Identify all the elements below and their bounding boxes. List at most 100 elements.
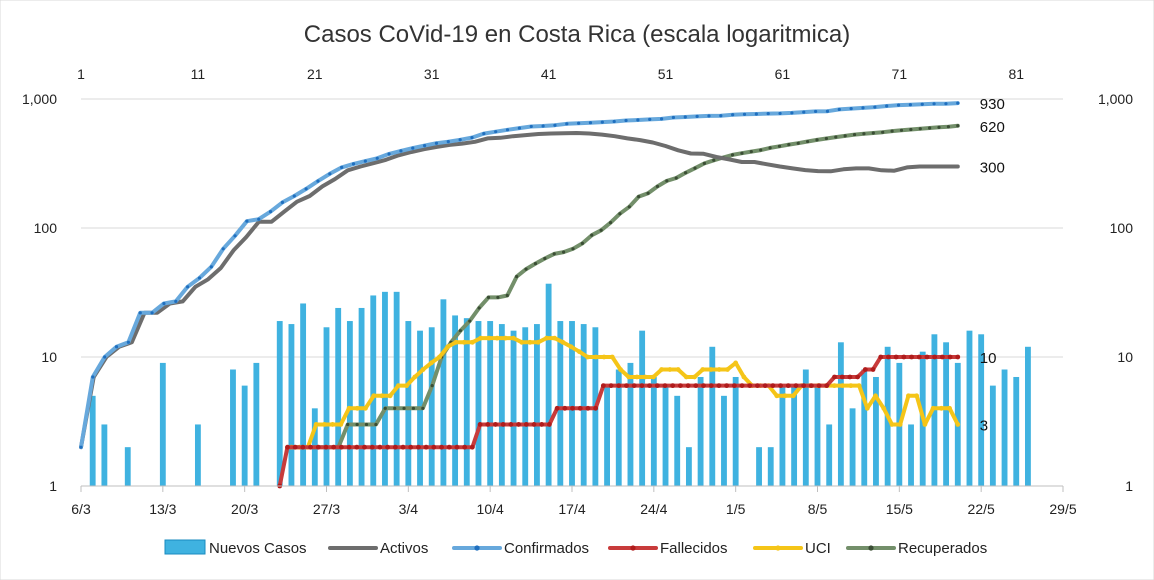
legend: Nuevos Casos Activos Confirmados Fallecidos… — [164, 539, 987, 557]
point-confirmados — [825, 109, 830, 113]
bar-nuevos-casos — [650, 376, 657, 486]
point-recuperados — [637, 195, 641, 199]
point-recuperados — [815, 138, 819, 142]
legend-label-fallecidos: Fallecidos — [660, 540, 728, 557]
point-confirmados — [695, 114, 699, 119]
bar-nuevos-casos — [849, 408, 856, 486]
point-fallecidos — [670, 383, 676, 389]
point-fallecidos — [369, 444, 375, 450]
point-uci — [930, 405, 936, 411]
point-confirmados — [529, 124, 533, 129]
point-fallecidos — [909, 354, 914, 360]
point-uci — [922, 422, 928, 427]
point-confirmados — [221, 247, 225, 251]
point-uci — [848, 383, 854, 389]
point-uci — [371, 393, 377, 399]
point-fallecidos — [755, 383, 760, 389]
point-recuperados — [355, 422, 359, 427]
point-fallecidos — [616, 383, 622, 389]
bar-nuevos-casos — [697, 376, 704, 486]
point-fallecidos — [832, 374, 837, 380]
point-uci — [428, 360, 434, 366]
point-fallecidos — [886, 354, 891, 360]
point-confirmados — [505, 128, 510, 132]
bar-nuevos-casos — [639, 330, 646, 486]
point-confirmados — [790, 111, 794, 115]
point-recuperados — [486, 295, 491, 299]
point-fallecidos — [531, 422, 537, 427]
point-fallecidos — [724, 383, 730, 389]
bar-nuevos-casos — [943, 342, 950, 486]
point-uci — [519, 339, 525, 345]
point-recuperados — [674, 176, 678, 180]
point-confirmados — [742, 112, 747, 116]
point-confirmados — [280, 200, 285, 204]
bar-nuevos-casos — [802, 369, 809, 486]
point-fallecidos — [462, 444, 468, 450]
point-confirmados — [328, 172, 332, 176]
bar-nuevos-casos — [709, 346, 716, 486]
legend-marker-confirmados — [474, 545, 480, 551]
point-uci — [437, 354, 442, 360]
point-uci — [420, 367, 426, 372]
point-recuperados — [937, 125, 941, 129]
point-confirmados — [885, 104, 889, 108]
legend-marker-uci — [775, 545, 781, 551]
bar-nuevos-casos — [966, 330, 973, 486]
point-confirmados — [577, 121, 581, 125]
point-fallecidos — [862, 367, 868, 372]
point-fallecidos — [747, 383, 753, 389]
point-fallecidos — [785, 383, 791, 389]
legend-label-activos: Activos — [380, 540, 428, 557]
point-uci — [354, 405, 360, 411]
point-uci — [774, 393, 780, 399]
point-fallecidos — [778, 383, 783, 389]
point-confirmados — [920, 102, 924, 106]
point-confirmados — [802, 110, 806, 114]
line-series-group — [79, 101, 961, 489]
point-confirmados — [541, 124, 545, 128]
bar-nuevos-casos — [721, 395, 727, 486]
point-confirmados — [766, 112, 770, 116]
bar-nuevos-casos — [300, 303, 307, 486]
bar-nuevos-casos — [253, 362, 260, 486]
legend-label-recuperados: Recuperados — [898, 540, 987, 557]
point-fallecidos — [824, 383, 830, 389]
point-confirmados — [956, 101, 960, 105]
point-uci — [470, 339, 475, 345]
bar-nuevos-casos — [159, 362, 166, 486]
legend-marker-recuperados — [868, 545, 874, 551]
point-fallecidos — [485, 422, 491, 427]
bar-nuevos-casos — [604, 385, 610, 486]
bar-nuevos-casos — [370, 295, 377, 486]
point-uci — [914, 393, 920, 399]
bar-nuevos-casos — [756, 447, 762, 486]
bar-nuevos-casos — [580, 324, 587, 486]
point-confirmados — [434, 141, 439, 145]
point-recuperados — [562, 250, 566, 254]
point-uci — [626, 374, 632, 380]
point-recuperados — [477, 306, 481, 310]
point-confirmados — [304, 187, 308, 191]
point-confirmados — [719, 114, 723, 118]
end-label-uci: 3 — [980, 417, 988, 434]
point-recuperados — [712, 158, 716, 162]
point-uci — [683, 374, 689, 380]
point-fallecidos — [731, 383, 737, 389]
point-uci — [856, 383, 862, 389]
point-fallecidos — [955, 354, 961, 360]
x-date-tick-label: 24/4 — [640, 501, 667, 517]
x-date-tick-label: 17/4 — [558, 501, 585, 517]
point-recuperados — [646, 191, 650, 195]
point-fallecidos — [562, 405, 568, 411]
point-uci — [725, 367, 730, 372]
point-recuperados — [364, 422, 369, 427]
point-fallecidos — [716, 383, 722, 389]
bar-nuevos-casos — [978, 334, 985, 486]
point-uci — [486, 335, 492, 341]
x-day-tick-label: 51 — [658, 66, 674, 82]
point-fallecidos — [901, 354, 907, 360]
bar-nuevos-casos — [498, 324, 505, 486]
